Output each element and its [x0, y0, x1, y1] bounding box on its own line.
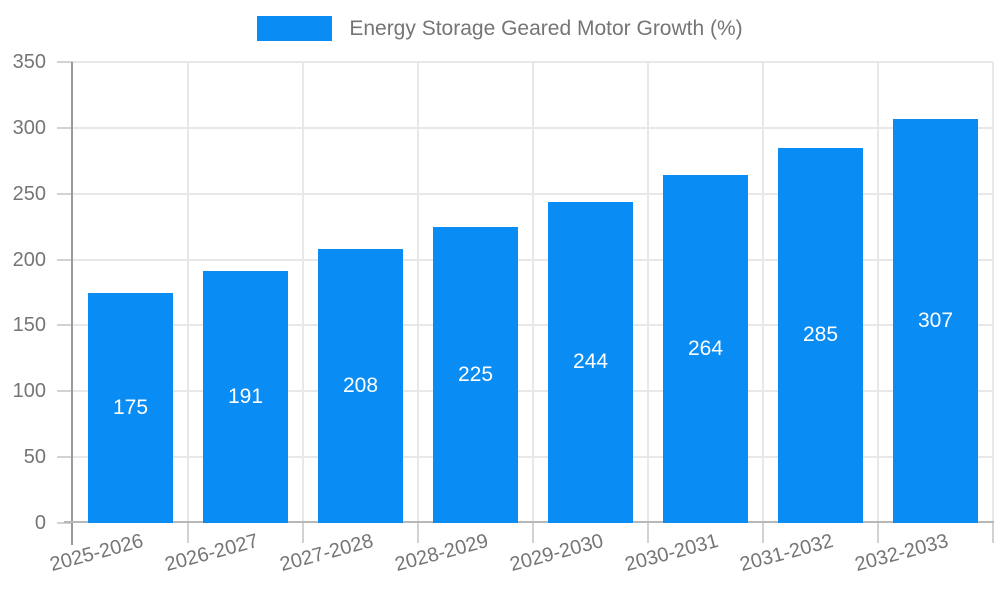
y-tick [57, 522, 73, 524]
bar-value-label: 307 [917, 308, 954, 332]
x-gridline [762, 62, 764, 523]
x-tick [877, 523, 879, 543]
x-axis-tick-label: 2029-2030 [507, 530, 606, 577]
y-axis-tick-label: 0 [34, 512, 46, 534]
y-axis-tick-label: 50 [23, 446, 46, 469]
x-axis-tick-label: 2025-2026 [47, 530, 146, 577]
bar-value-label: 175 [112, 395, 149, 419]
x-axis-tick-label: 2030-2031 [622, 530, 721, 577]
y-tick [57, 258, 73, 261]
x-gridline [877, 62, 879, 523]
x-axis-tick-label: 2031-2032 [737, 530, 836, 577]
legend-swatch [257, 16, 333, 41]
y-tick [57, 61, 73, 63]
plot-area: 0 50 100 150 200 250 300 350 175 2025-2026 191 2026… [13, 51, 994, 576]
x-tick [647, 523, 649, 543]
x-gridline [992, 62, 994, 523]
bar[interactable] [88, 292, 173, 523]
bar-value-label: 264 [687, 337, 724, 361]
y-axis-line [71, 62, 73, 545]
x-gridline [417, 62, 419, 523]
x-tick [417, 523, 419, 543]
x-axis-tick-label: 2027-2028 [277, 530, 376, 577]
x-tick [302, 523, 304, 543]
legend-label: Energy Storage Geared Motor Growth (%) [349, 16, 743, 40]
y-axis-tick-label: 200 [12, 248, 46, 271]
bar[interactable] [433, 226, 518, 523]
y-axis-tick-label: 150 [12, 314, 46, 337]
y-axis-tick-label: 100 [12, 380, 46, 403]
x-tick [762, 523, 764, 543]
y-axis-tick-label: 250 [12, 182, 46, 205]
y-tick [57, 390, 73, 393]
bar-value-label: 285 [802, 323, 839, 347]
bar-value-label: 191 [227, 385, 264, 409]
y-tick [57, 456, 73, 459]
x-gridline [302, 62, 304, 523]
legend-item[interactable]: Energy Storage Geared Motor Growth (%) [0, 16, 1000, 41]
x-axis-line [64, 521, 994, 523]
y-tick [57, 324, 73, 327]
bar-value-label: 208 [342, 374, 379, 398]
y-tick [57, 126, 73, 129]
x-tick [187, 523, 189, 543]
y-axis-tick-label: 300 [12, 116, 46, 139]
x-gridline [647, 62, 649, 523]
y-axis-tick-label: 350 [12, 51, 46, 73]
bar[interactable] [548, 201, 633, 523]
bar[interactable] [663, 175, 748, 523]
bar[interactable] [318, 249, 403, 523]
x-axis-tick-label: 2026-2027 [162, 530, 261, 577]
bar[interactable] [778, 147, 863, 523]
bar-value-label: 225 [457, 362, 494, 386]
x-tick [992, 523, 994, 543]
x-axis-tick-label: 2028-2029 [392, 530, 491, 577]
bar[interactable] [203, 271, 288, 523]
x-gridline [187, 62, 189, 523]
x-axis-tick-label: 2032-2033 [852, 530, 951, 577]
bar[interactable] [893, 118, 978, 523]
y-tick [57, 192, 73, 195]
bar-value-label: 244 [572, 350, 609, 374]
x-gridline [532, 62, 534, 523]
x-tick [532, 523, 534, 543]
